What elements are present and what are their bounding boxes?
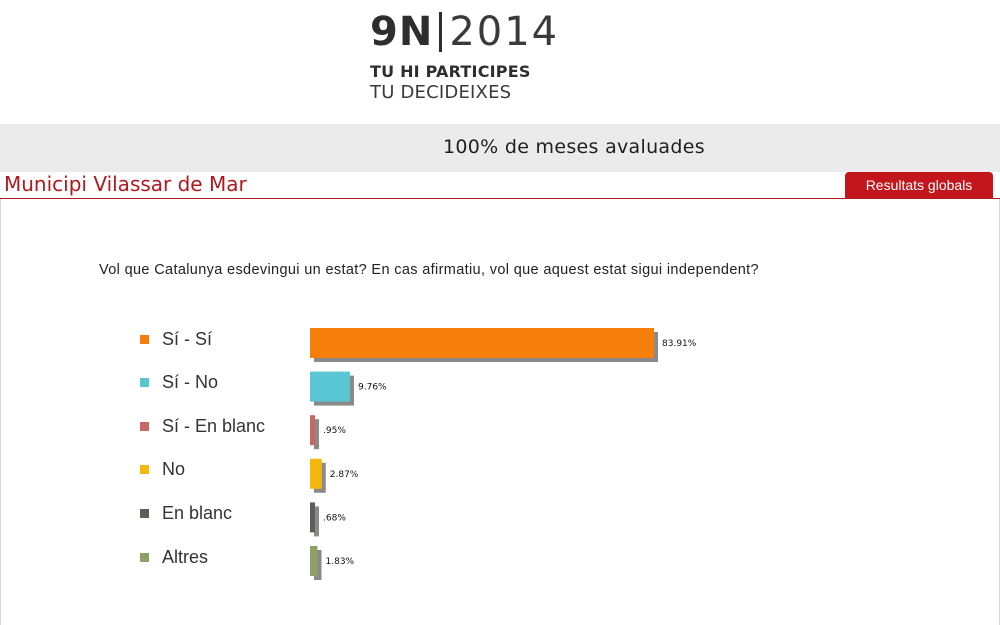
- legend-item: Sí - No: [140, 371, 218, 395]
- bar-shadow: [314, 550, 322, 580]
- status-band: [0, 124, 1000, 172]
- logo-divider: [439, 12, 443, 52]
- logo-mark: 9N 2014: [370, 6, 560, 58]
- legend-label: Sí - Sí: [162, 328, 213, 349]
- status-text: 100% de meses avaluades: [443, 136, 705, 158]
- logo-year: 2014: [449, 9, 560, 55]
- legend-label: Sí - En blanc: [162, 415, 266, 436]
- legend-item: En blanc: [140, 501, 232, 525]
- legend-swatch: [140, 552, 149, 562]
- legend-swatch: [140, 334, 149, 344]
- legend-label: Sí - No: [162, 372, 219, 393]
- logo-slogan-line2: TU DECIDEIXES: [370, 82, 512, 103]
- logo: 9N 2014 TU HI PARTICIPES TU DECIDEIXES: [370, 6, 560, 103]
- legend-item: Altres: [140, 545, 208, 569]
- bar: [310, 328, 655, 358]
- header-divider: [0, 198, 1000, 199]
- bar-shadow: [314, 419, 319, 450]
- bar-value-label: 2.87%: [330, 470, 359, 480]
- question-text: Vol que Catalunya esdevingui un estat? E…: [99, 262, 759, 278]
- bar-value-label: 83.91%: [662, 339, 697, 349]
- legend-item: No: [140, 458, 185, 482]
- bar: [310, 502, 315, 533]
- legend-item: Sí - Sí: [140, 327, 212, 351]
- logo-brand: 9N: [370, 9, 434, 55]
- legend-label: En blanc: [162, 502, 233, 523]
- global-results-button[interactable]: Resultats globals: [845, 172, 993, 198]
- legend-item: Sí - En blanc: [140, 414, 265, 438]
- municipality-title: Municipi Vilassar de Mar: [4, 172, 247, 196]
- legend-label: Altres: [162, 546, 209, 567]
- bar-value-label: .68%: [323, 513, 346, 523]
- bar-shadow: [314, 506, 319, 537]
- bar-value-label: 1.83%: [326, 557, 355, 567]
- bar: [310, 371, 351, 402]
- legend-swatch: [140, 508, 149, 518]
- legend-swatch: [140, 465, 149, 475]
- bar-value-label: .95%: [323, 426, 346, 436]
- bar: [310, 546, 318, 576]
- bar: [310, 458, 322, 489]
- logo-slogan-line1: TU HI PARTICIPES: [370, 62, 531, 81]
- bar: [310, 415, 315, 446]
- legend-swatch: [140, 378, 149, 388]
- bar-value-label: 9.76%: [358, 383, 387, 393]
- legend-label: No: [162, 459, 186, 480]
- legend-swatch: [140, 421, 149, 431]
